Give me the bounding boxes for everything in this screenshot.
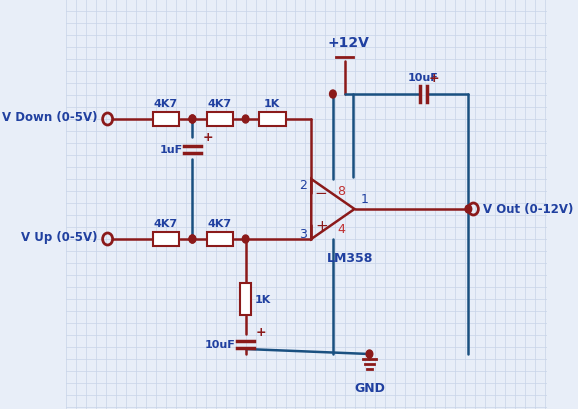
Text: +: +	[255, 326, 266, 339]
Circle shape	[189, 236, 196, 243]
Text: 8: 8	[337, 185, 345, 198]
Text: 10uF: 10uF	[408, 73, 439, 83]
Text: 2: 2	[299, 179, 307, 192]
Text: 4K7: 4K7	[208, 99, 232, 109]
Text: V Up (0-5V): V Up (0-5V)	[21, 231, 98, 244]
Text: GND: GND	[354, 381, 385, 394]
Text: V Out (0-12V): V Out (0-12V)	[483, 203, 574, 216]
Bar	[153, 113, 179, 127]
Bar	[153, 232, 179, 246]
Circle shape	[465, 205, 472, 213]
Text: −: −	[315, 186, 328, 201]
Bar	[206, 113, 233, 127]
Text: 1K: 1K	[264, 99, 280, 109]
Circle shape	[189, 236, 196, 243]
Text: LM358: LM358	[327, 252, 373, 264]
Circle shape	[242, 236, 249, 243]
Text: +: +	[428, 72, 439, 85]
Circle shape	[329, 91, 336, 99]
Text: V Down (0-5V): V Down (0-5V)	[2, 111, 98, 124]
Text: 1: 1	[361, 193, 369, 206]
Circle shape	[242, 116, 249, 124]
Text: 3: 3	[299, 227, 307, 240]
Circle shape	[189, 116, 196, 124]
Circle shape	[366, 350, 373, 358]
Text: +: +	[202, 131, 213, 144]
Text: 4K7: 4K7	[154, 218, 178, 229]
Text: +12V: +12V	[328, 36, 369, 50]
Text: +: +	[315, 218, 328, 233]
Text: 1K: 1K	[255, 294, 271, 304]
Text: 10uF: 10uF	[205, 339, 236, 349]
Bar	[240, 283, 251, 315]
Text: 1uF: 1uF	[160, 145, 183, 155]
Bar	[259, 113, 286, 127]
Bar	[206, 232, 233, 246]
Text: 4K7: 4K7	[154, 99, 178, 109]
Circle shape	[189, 116, 196, 124]
Text: 4K7: 4K7	[208, 218, 232, 229]
Text: 4: 4	[337, 223, 345, 236]
